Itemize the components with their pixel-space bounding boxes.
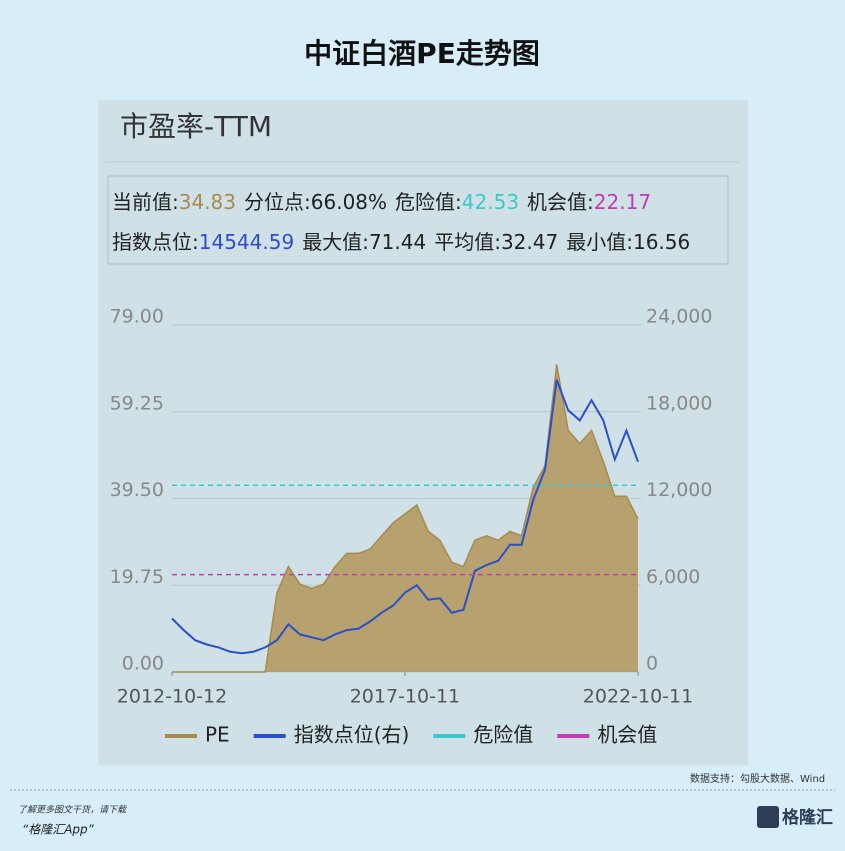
stats-box [107,175,729,265]
y-tick-label: 79.00 [110,306,164,328]
stat-label: 危险值: [395,190,462,214]
legend-label: 指数点位(右) [294,723,410,747]
panel-title: 市盈率-TTM [120,110,272,143]
stat-label: 指数点位: [112,230,199,254]
stat-value: 71.44 [369,230,426,254]
x-tick-label: 2012-10-12 [117,686,227,708]
y2-tick-label: 6,000 [646,566,700,588]
y-tick-label: 19.75 [110,566,164,588]
stat-value: 42.53 [462,190,519,214]
stats-row: 指数点位:14544.59 最大值:71.44 平均值:32.47 最小值:16.56 [112,230,690,254]
stats-row: 当前值:34.83 分位点:66.08% 危险值:42.53 机会值:22.17 [112,190,651,214]
stat-label: 当前值: [112,190,179,214]
area [172,364,638,672]
source: 数据支持：勾股大数据、Wind [690,772,825,785]
y2-tick-label: 0 [646,653,658,675]
footer-note: 了解更多图文干货，请下载 [18,805,127,816]
y-tick-label: 59.25 [110,392,164,414]
y-tick-label: 39.50 [110,479,164,501]
chart-title: 中证白酒PE走势图 [304,37,540,70]
y2-tick-label: 24,000 [646,306,712,328]
stat-value: 34.83 [179,190,236,214]
stat-label: 分位点: [244,190,311,214]
logo: 格隆汇 [782,807,833,828]
stat-value: 66.08% [311,190,387,214]
y2-tick-label: 18,000 [646,392,712,414]
legend-label: 危险值 [473,723,533,747]
stat-value: 14544.59 [199,230,294,254]
stat-value: 22.17 [594,190,651,214]
stat-value: 32.47 [501,230,558,254]
stat-label: 最大值: [302,230,369,254]
y-tick-label: 0.00 [122,653,164,675]
y2-tick-label: 12,000 [646,479,712,501]
stat-label: 机会值: [527,190,594,214]
stat-label: 最小值: [566,230,633,254]
logo-icon [757,806,779,828]
legend-label: 机会值 [597,723,657,747]
stat-value: 16.56 [633,230,690,254]
legend-label: PE [205,723,230,747]
x-tick-label: 2017-10-11 [350,686,460,708]
line [172,364,639,673]
stat-label: 平均值: [434,230,501,254]
footer-app: “格隆汇App” [22,823,95,837]
x-tick-label: 2022-10-11 [583,686,693,708]
line [171,379,639,655]
